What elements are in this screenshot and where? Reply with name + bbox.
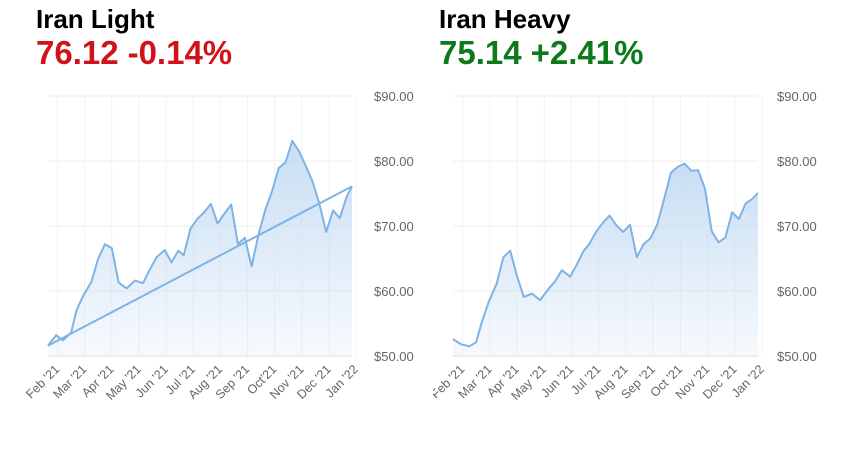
y-tick-label: $80.00 [777, 154, 817, 169]
chart-panel-iran-heavy: Iran Heavy 75.14 +2.41% $50.00 $60.00 $70.0… [433, 0, 853, 450]
trendline [47, 185, 353, 347]
series-line [452, 162, 759, 348]
price-change: +2.41% [530, 34, 644, 71]
series-line [47, 139, 353, 347]
series-area [48, 140, 352, 356]
price-value: 75.14 [439, 34, 522, 71]
y-tick-label: $70.00 [777, 219, 817, 234]
y-tick-label: $50.00 [374, 349, 414, 364]
series-area [453, 163, 758, 356]
price-change: -0.14% [127, 34, 233, 71]
y-tick-label: $60.00 [374, 284, 414, 299]
y-tick-label: $50.00 [777, 349, 817, 364]
chart-panel-iran-light: Iran Light 76.12 -0.14% $50.00 $60.00 $70.0… [0, 0, 420, 450]
chart-title: Iran Light [36, 4, 155, 34]
chart-title: Iran Heavy [439, 4, 571, 34]
price-quote: 75.14 +2.41% [439, 34, 643, 72]
price-quote: 76.12 -0.14% [36, 34, 232, 72]
y-tick-label: $70.00 [374, 219, 414, 234]
price-value: 76.12 [36, 34, 119, 71]
y-tick-label: $90.00 [374, 89, 414, 104]
y-tick-label: $60.00 [777, 284, 817, 299]
y-tick-label: $90.00 [777, 89, 817, 104]
y-tick-label: $80.00 [374, 154, 414, 169]
